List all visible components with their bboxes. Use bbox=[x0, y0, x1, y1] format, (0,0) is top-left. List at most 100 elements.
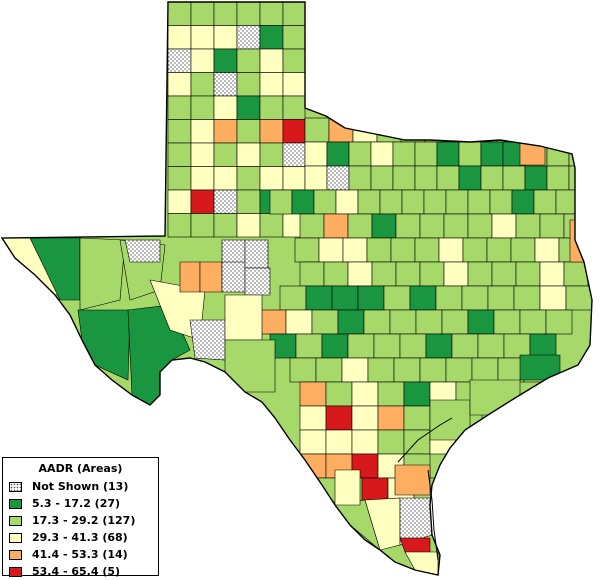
county bbox=[236, 189, 261, 214]
county bbox=[448, 117, 474, 143]
county bbox=[259, 48, 284, 73]
county bbox=[400, 117, 426, 143]
county bbox=[348, 165, 372, 191]
county bbox=[568, 165, 592, 191]
county bbox=[285, 309, 313, 335]
county bbox=[279, 285, 307, 311]
county bbox=[394, 464, 431, 496]
county bbox=[467, 309, 495, 335]
county bbox=[189, 319, 226, 361]
county bbox=[190, 95, 215, 120]
county bbox=[520, 117, 546, 143]
legend-swatch bbox=[9, 515, 22, 526]
county bbox=[502, 165, 526, 191]
legend-item: 29.3 - 41.3 (68) bbox=[3, 529, 158, 546]
county bbox=[335, 189, 359, 215]
county bbox=[367, 357, 395, 383]
county bbox=[213, 189, 238, 214]
county bbox=[377, 381, 405, 407]
county bbox=[199, 261, 223, 293]
county bbox=[357, 189, 381, 215]
county bbox=[318, 237, 344, 263]
county bbox=[445, 189, 469, 215]
county bbox=[236, 119, 261, 144]
county bbox=[519, 134, 546, 166]
county bbox=[414, 237, 440, 263]
county bbox=[395, 213, 421, 239]
county bbox=[77, 309, 131, 381]
county bbox=[190, 2, 215, 26]
county bbox=[590, 141, 592, 167]
county bbox=[415, 309, 443, 335]
county bbox=[529, 333, 557, 359]
county bbox=[79, 237, 126, 311]
county bbox=[259, 25, 284, 50]
county bbox=[590, 165, 592, 191]
county bbox=[458, 141, 482, 167]
county bbox=[236, 25, 261, 50]
county bbox=[294, 237, 320, 263]
county bbox=[299, 429, 327, 455]
county bbox=[469, 379, 521, 416]
county bbox=[497, 357, 525, 383]
county bbox=[337, 309, 365, 335]
county bbox=[299, 405, 327, 431]
county bbox=[403, 405, 431, 431]
county bbox=[425, 333, 453, 359]
county bbox=[419, 213, 445, 239]
county bbox=[569, 219, 591, 263]
county bbox=[236, 142, 261, 167]
county bbox=[423, 189, 447, 215]
county bbox=[313, 189, 337, 215]
county bbox=[414, 165, 438, 191]
county bbox=[467, 213, 493, 239]
county bbox=[503, 333, 531, 359]
county bbox=[190, 119, 215, 144]
county bbox=[321, 333, 349, 359]
legend-swatch bbox=[9, 566, 22, 577]
county bbox=[304, 165, 328, 191]
county bbox=[342, 237, 368, 263]
county bbox=[424, 117, 450, 143]
county bbox=[167, 189, 192, 214]
county bbox=[213, 48, 238, 73]
county bbox=[519, 309, 547, 335]
county bbox=[370, 141, 394, 167]
county bbox=[438, 237, 464, 263]
county bbox=[305, 285, 333, 311]
county bbox=[496, 117, 522, 143]
county bbox=[513, 285, 541, 311]
county bbox=[259, 2, 284, 26]
county bbox=[213, 166, 238, 191]
county bbox=[587, 213, 592, 239]
county bbox=[493, 309, 521, 335]
county bbox=[326, 141, 350, 167]
county bbox=[351, 381, 379, 407]
county bbox=[491, 261, 517, 287]
county bbox=[414, 141, 438, 167]
county bbox=[289, 357, 317, 383]
county bbox=[582, 237, 592, 263]
county bbox=[363, 309, 391, 335]
legend-swatch bbox=[9, 549, 22, 560]
county bbox=[404, 551, 439, 575]
county bbox=[190, 48, 215, 73]
county bbox=[366, 237, 392, 263]
county bbox=[445, 357, 473, 383]
county bbox=[213, 2, 238, 26]
county bbox=[401, 189, 425, 215]
county bbox=[461, 285, 489, 311]
county bbox=[524, 165, 548, 191]
county bbox=[315, 357, 343, 383]
county bbox=[323, 261, 349, 287]
county bbox=[282, 48, 306, 73]
county bbox=[179, 261, 201, 293]
legend-item: 41.4 - 53.3 (14) bbox=[3, 546, 158, 563]
county bbox=[259, 119, 284, 144]
county bbox=[295, 333, 323, 359]
county bbox=[533, 189, 557, 215]
county bbox=[395, 261, 421, 287]
county bbox=[167, 166, 192, 191]
county bbox=[323, 213, 349, 239]
county bbox=[167, 72, 192, 97]
